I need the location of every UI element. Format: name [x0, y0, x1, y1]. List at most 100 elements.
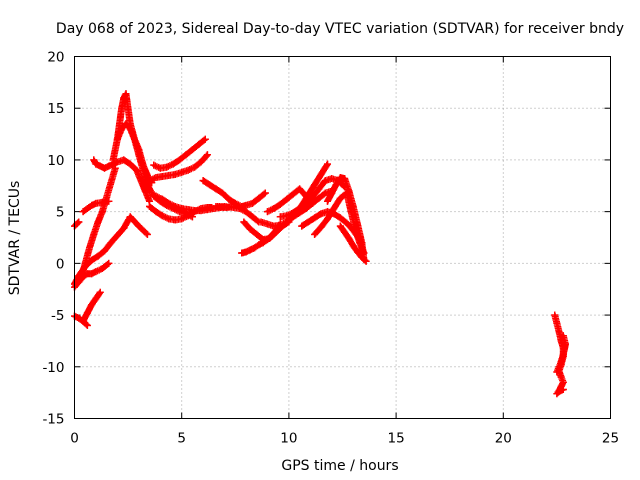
data-point [328, 189, 336, 197]
data-point [105, 197, 113, 205]
x-tick-label: 5 [177, 431, 186, 447]
data-point [169, 160, 177, 168]
x-tick-label: 0 [70, 431, 79, 447]
series-arc10 [113, 120, 156, 187]
series-arc13 [146, 151, 211, 185]
data-point [152, 192, 160, 200]
data-point [197, 158, 205, 166]
data-point [120, 94, 128, 102]
data-point [176, 156, 184, 164]
data-point [559, 386, 567, 394]
data-point [139, 161, 147, 169]
data-point [349, 242, 357, 250]
data-point [332, 181, 340, 189]
x-axis-label: GPS time / hours [281, 458, 398, 474]
data-point [283, 212, 291, 220]
data-point [171, 202, 179, 210]
data-point [98, 265, 106, 273]
data-point [246, 225, 254, 233]
data-point [178, 168, 186, 176]
data-point [304, 218, 312, 226]
data-point [276, 221, 284, 229]
data-point [113, 231, 121, 239]
grid-lines [74, 56, 611, 419]
data-point [113, 158, 121, 166]
data-point [92, 268, 100, 276]
data-point [362, 257, 370, 265]
series-arc23 [285, 160, 331, 224]
data-point [336, 214, 344, 222]
data-point [201, 135, 209, 143]
data-point [116, 120, 124, 128]
series-arc7 [79, 197, 113, 216]
data-point [345, 187, 353, 195]
data-point [191, 163, 199, 171]
data-point [146, 202, 154, 210]
data-point [257, 218, 265, 226]
data-point [79, 208, 87, 216]
x-tick-label: 25 [602, 431, 619, 447]
data-point [212, 202, 220, 210]
series-arc16 [199, 177, 269, 210]
data-point [291, 210, 299, 218]
y-tick-label: 10 [47, 153, 64, 169]
data-point [311, 230, 319, 238]
data-point [88, 270, 96, 278]
data-point [188, 146, 196, 154]
data-point [171, 170, 179, 178]
data-point [341, 228, 349, 236]
data-point [88, 301, 96, 309]
data-point [276, 213, 284, 221]
data-point [122, 90, 130, 98]
data-point [358, 253, 366, 261]
data-point [311, 181, 319, 189]
data-point [83, 309, 91, 317]
y-tick-label: -5 [51, 308, 64, 324]
data-point [150, 161, 158, 169]
data-point [298, 222, 306, 230]
data-point [317, 223, 325, 231]
data-point [83, 205, 91, 213]
y-tick-label: -10 [42, 360, 64, 376]
data-point [158, 172, 166, 180]
y-tick-label: 15 [47, 101, 64, 117]
data-point [158, 195, 166, 203]
data-point [178, 215, 186, 223]
data-point [242, 208, 250, 216]
data-point [323, 215, 331, 223]
data-point [343, 219, 351, 227]
y-tick-label: 20 [47, 50, 64, 66]
data-point [146, 177, 154, 185]
data-point [296, 185, 304, 193]
data-point [165, 171, 173, 179]
data-point [248, 199, 256, 207]
data-point [101, 164, 109, 172]
data-point [272, 228, 280, 236]
data-point [251, 244, 259, 252]
data-point [158, 212, 166, 220]
data-point [101, 247, 109, 255]
data-point [553, 368, 561, 376]
chart-title: Day 068 of 2023, Sidereal Day-to-day VTE… [56, 21, 624, 37]
data-point [90, 230, 98, 238]
data-point [107, 239, 115, 247]
data-point [203, 206, 211, 214]
data-point [240, 218, 248, 226]
data-point [184, 166, 192, 174]
data-point [345, 235, 353, 243]
y-tick-label: -15 [42, 412, 64, 428]
data-point [156, 164, 164, 172]
data-point [96, 162, 104, 170]
data-point [298, 201, 306, 209]
data-point [107, 179, 115, 187]
y-axis-label: SDTVAR / TECUs [7, 181, 23, 296]
data-point [248, 213, 256, 221]
data-point [553, 319, 561, 327]
data-point [182, 151, 190, 159]
data-point [98, 198, 106, 206]
data-point [86, 244, 94, 252]
data-point [143, 230, 151, 238]
data-point [131, 135, 139, 143]
series-arc5 [79, 288, 104, 325]
